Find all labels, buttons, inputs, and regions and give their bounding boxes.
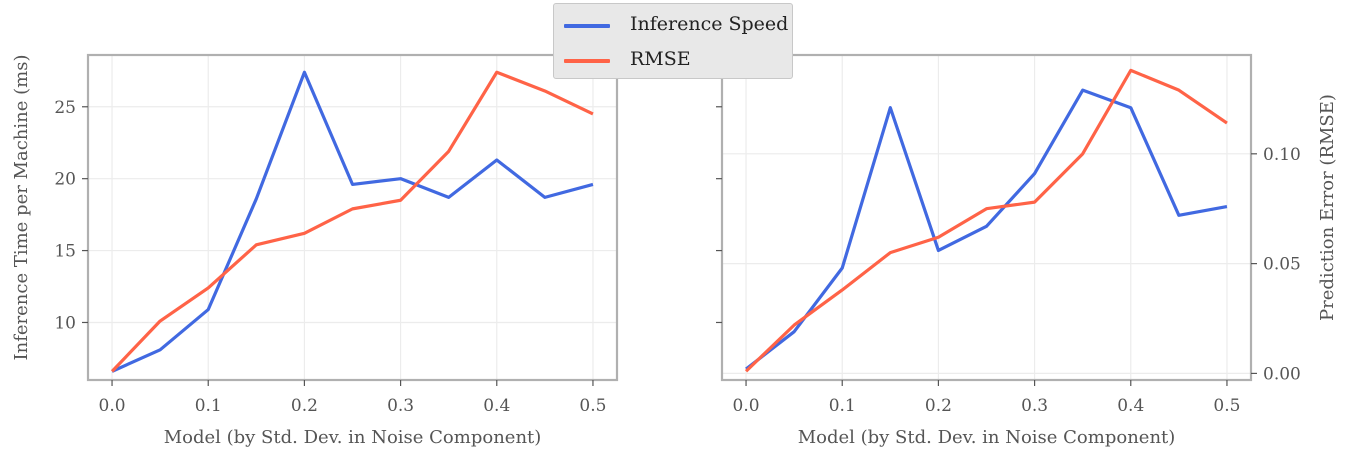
series-line-rmse xyxy=(744,68,1228,373)
x-tick-label: 0.1 xyxy=(829,396,856,416)
series-line-rmse xyxy=(110,70,594,373)
chart-panel-1: 0.0 0.1 0.2 0.3 0.4 0.5 10 15 20 25 Model (by Std.… xyxy=(11,53,619,448)
legend-swatch-rmse xyxy=(564,59,610,63)
legend-item-inference-speed: Inference Speed xyxy=(554,10,792,40)
y-tick-label: 0.10 xyxy=(1263,145,1301,165)
legend-swatch-inference-speed xyxy=(564,24,610,28)
x-tick-label: 0.0 xyxy=(733,396,760,416)
x-tick-label: 0.5 xyxy=(579,396,606,416)
y-tick-label: 0.00 xyxy=(1263,364,1301,384)
y-tick-label: 15 xyxy=(54,242,76,262)
x-tick-label: 0.2 xyxy=(291,396,318,416)
y-tick-label: 25 xyxy=(54,98,76,118)
x-tick-label: 0.1 xyxy=(195,396,222,416)
series-line-inference-speed xyxy=(745,88,1228,371)
x-tick-label: 0.0 xyxy=(99,396,126,416)
y-tick-label: 20 xyxy=(54,170,76,190)
y-tick-label: 10 xyxy=(54,313,76,333)
plot-area xyxy=(88,55,617,380)
plot-area xyxy=(722,55,1251,380)
legend-item-rmse: RMSE xyxy=(554,45,792,75)
y-axis-label: Inference Time per Machine (ms) xyxy=(11,55,32,361)
x-tick-label: 0.3 xyxy=(1021,396,1048,416)
legend: Inference Speed RMSE xyxy=(553,3,793,79)
x-tick-label: 0.4 xyxy=(483,396,510,416)
legend-label-inference-speed: Inference Speed xyxy=(630,13,789,35)
plot-frame xyxy=(86,53,619,382)
y-tick-label: 0.05 xyxy=(1263,255,1301,275)
x-tick-label: 0.5 xyxy=(1213,396,1240,416)
chart-panel-2: 0.0 0.1 0.2 0.3 0.4 0.5 0.00 0.05 0.10 Model (by … xyxy=(716,53,1338,448)
x-tick-label: 0.4 xyxy=(1117,396,1144,416)
x-axis-label: Model (by Std. Dev. in Noise Component) xyxy=(798,427,1176,448)
x-tick-label: 0.2 xyxy=(925,396,952,416)
legend-label-rmse: RMSE xyxy=(630,48,691,70)
y-axis-label: Prediction Error (RMSE) xyxy=(1317,94,1338,321)
x-axis-label: Model (by Std. Dev. in Noise Component) xyxy=(164,427,542,448)
series-line-inference-speed xyxy=(111,70,594,373)
x-tick-label: 0.3 xyxy=(387,396,414,416)
plot-frame xyxy=(720,53,1253,382)
